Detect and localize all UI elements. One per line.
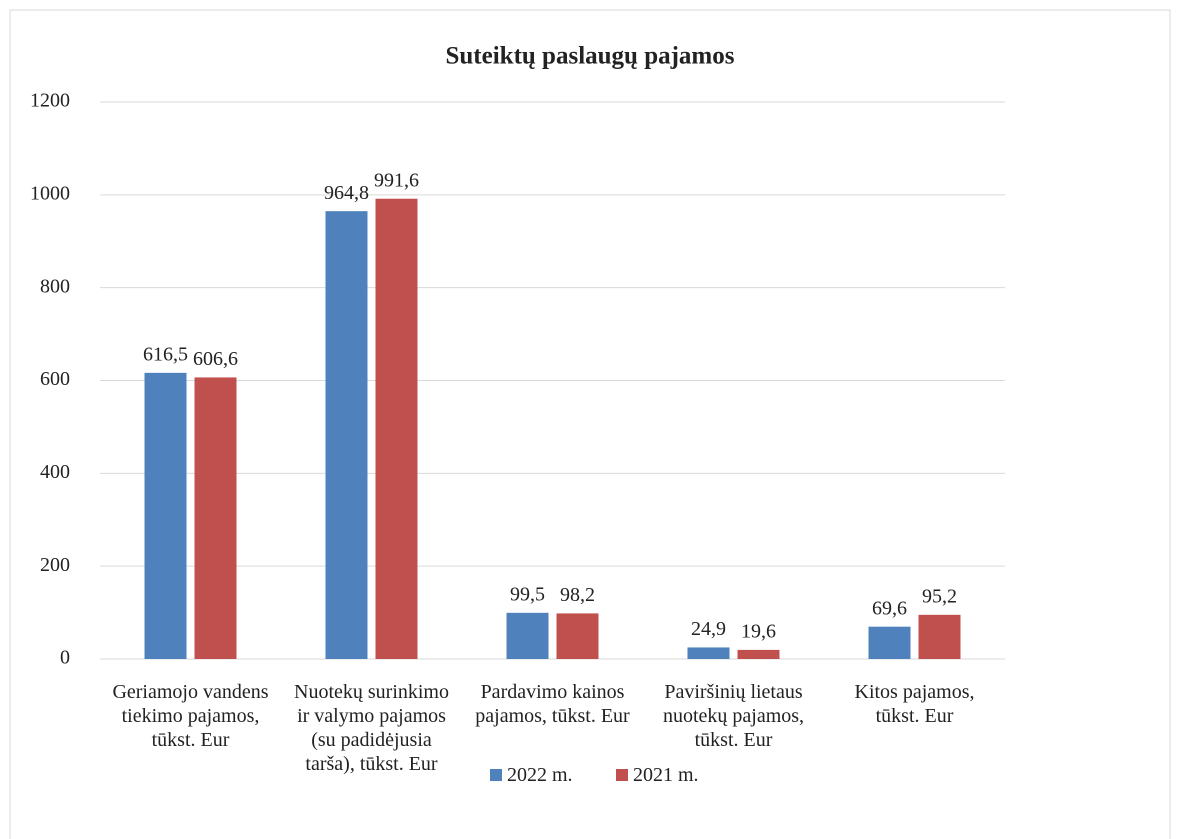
data-label: 964,8 [324,182,369,204]
y-tick-label: 400 [40,461,70,483]
legend-label: 2022 m. [507,764,573,786]
bar [737,649,780,659]
bar [556,613,599,659]
y-tick-label: 1000 [30,182,70,204]
x-tick-label: Kitos pajamos, tūkst. Eur [854,681,975,727]
y-tick-label: 0 [60,647,70,669]
legend-label: 2021 m. [633,764,699,786]
y-tick-label: 600 [40,368,70,390]
bar [918,614,961,659]
bar [687,647,730,659]
data-label: 19,6 [741,620,776,642]
chart-title: Suteiktų paslaugų pajamos [446,43,735,70]
x-tick-label: Pardavimo kainos pajamos, tūkst. Eur [475,681,630,727]
x-tick-label: Geriamojo vandens tiekimo pajamos, tūkst… [112,681,269,751]
legend-swatch [490,769,502,781]
bar [868,626,911,659]
data-label: 24,9 [691,618,726,640]
data-label: 99,5 [510,583,545,605]
y-tick-label: 800 [40,275,70,297]
bar [325,211,368,659]
data-label: 69,6 [872,597,907,619]
legend-swatch [616,769,628,781]
bar [144,372,187,659]
data-label: 616,5 [143,343,188,365]
x-tick-label: Paviršinių lietaus nuotekų pajamos, tūks… [662,681,805,751]
data-label: 606,6 [193,348,238,370]
x-tick-label: Nuotekų surinkimo ir valymo pajamos (su … [294,681,449,775]
data-label: 98,2 [560,584,595,606]
bar [506,612,549,659]
y-tick-label: 1200 [30,90,70,112]
y-tick-label: 200 [40,554,70,576]
data-label: 991,6 [374,169,419,191]
bar [375,198,418,659]
bar [194,377,237,659]
data-label: 95,2 [922,585,957,607]
